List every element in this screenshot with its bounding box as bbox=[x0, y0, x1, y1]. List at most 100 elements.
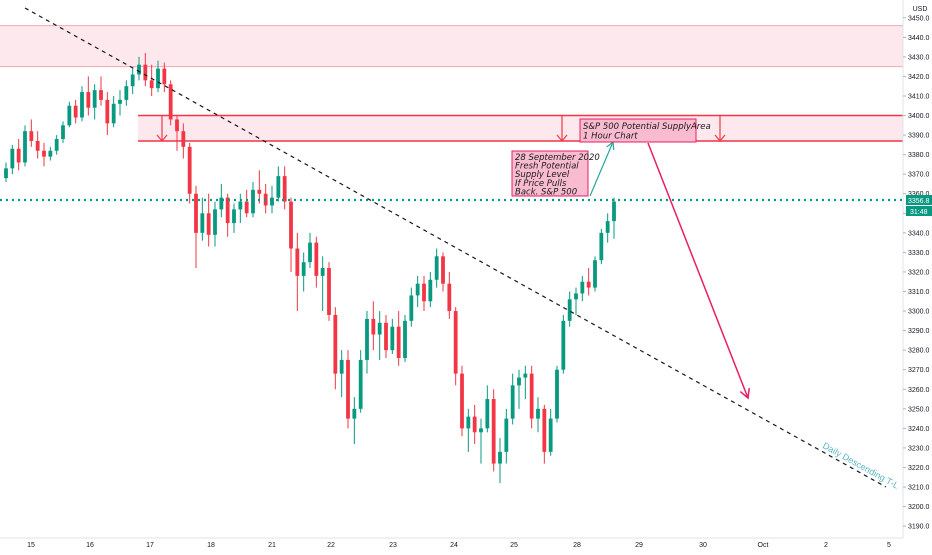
candle-body bbox=[86, 92, 91, 108]
candle-body bbox=[327, 268, 331, 315]
candle-body bbox=[276, 176, 281, 198]
y-tick-label: 3210.0 bbox=[908, 485, 930, 492]
candle-body bbox=[314, 242, 319, 276]
candle-body bbox=[561, 320, 566, 370]
candle-body bbox=[517, 377, 521, 386]
y-tick-label: 3370.0 bbox=[908, 172, 930, 179]
candle-body bbox=[567, 299, 572, 321]
candle-body bbox=[111, 103, 116, 124]
y-tick-label: 3400.0 bbox=[908, 113, 930, 120]
candle-body bbox=[168, 84, 173, 120]
candle-body bbox=[149, 80, 154, 89]
candle-body bbox=[219, 197, 224, 210]
trendline-label: Daily Descending T-L bbox=[821, 440, 900, 490]
candle-body bbox=[593, 260, 597, 288]
y-tick-label: 3280.0 bbox=[908, 348, 930, 355]
candle-body bbox=[384, 322, 388, 351]
candle-body bbox=[555, 369, 559, 419]
candle-body bbox=[371, 318, 376, 335]
projection-arrow-head bbox=[739, 387, 751, 400]
x-tick-label: 18 bbox=[207, 542, 215, 549]
upper-zone bbox=[0, 25, 903, 67]
candle-body bbox=[251, 189, 255, 214]
y-tick-label: 3320.0 bbox=[908, 269, 930, 276]
x-tick-label: 2 bbox=[824, 542, 828, 549]
candle-body bbox=[346, 359, 350, 419]
candle-body bbox=[137, 64, 141, 75]
y-tick-label: 3390.0 bbox=[908, 133, 930, 140]
current-price-label: 3356.8 bbox=[908, 198, 930, 205]
candle-body bbox=[308, 242, 312, 263]
candle-body bbox=[403, 320, 407, 358]
candle-body bbox=[257, 189, 262, 194]
candle-body bbox=[118, 99, 122, 104]
candle-body bbox=[67, 105, 72, 126]
descending-trendline bbox=[24, 7, 887, 488]
candle-body bbox=[92, 90, 97, 108]
candle-body bbox=[213, 209, 217, 235]
candle-body bbox=[29, 131, 34, 141]
candle-body bbox=[105, 99, 110, 124]
x-tick-label: Oct bbox=[758, 542, 769, 549]
candle-body bbox=[61, 125, 65, 139]
supply-zone bbox=[138, 115, 903, 141]
candle-body bbox=[200, 213, 205, 233]
zones-layer bbox=[0, 25, 903, 142]
candle-body bbox=[358, 359, 363, 409]
candle-body bbox=[612, 201, 616, 222]
candle-body bbox=[485, 399, 490, 429]
candle-body bbox=[390, 326, 395, 351]
y-tick-label: 3380.0 bbox=[908, 152, 930, 159]
candle-body bbox=[23, 131, 27, 163]
currency-label: USD bbox=[913, 6, 928, 13]
candle-body bbox=[396, 326, 401, 358]
candle-body bbox=[491, 399, 496, 464]
x-tick-label: 23 bbox=[389, 542, 397, 549]
candle-body bbox=[422, 283, 426, 302]
candle-body bbox=[181, 131, 186, 147]
y-tick-label: 3260.0 bbox=[908, 387, 930, 394]
note-annotation-line-2: Supply Level bbox=[515, 170, 570, 180]
candle-body bbox=[54, 139, 59, 151]
note-annotation-box bbox=[511, 150, 589, 197]
candle-body bbox=[73, 105, 78, 118]
candle-body bbox=[498, 451, 502, 464]
candle-body bbox=[434, 256, 439, 280]
price-axis-bg bbox=[903, 0, 932, 550]
x-tick-label: 16 bbox=[86, 542, 94, 549]
candle-body bbox=[238, 201, 243, 210]
candle-body bbox=[124, 86, 129, 100]
projection-arrow-shaft bbox=[647, 142, 749, 399]
candle-body bbox=[244, 201, 249, 214]
candle-body bbox=[320, 268, 325, 276]
y-tick-label: 3330.0 bbox=[908, 250, 930, 257]
candle-body bbox=[599, 232, 604, 261]
x-tick-label: 5 bbox=[887, 542, 891, 549]
candle-body bbox=[289, 201, 293, 249]
candle-body bbox=[42, 150, 46, 157]
x-tick-label: 17 bbox=[146, 542, 154, 549]
y-tick-label: 3200.0 bbox=[908, 504, 930, 511]
x-tick-label: 30 bbox=[699, 542, 707, 549]
supply-annotation-line-1: 1 Hour Chart bbox=[583, 132, 638, 142]
candle-body bbox=[225, 197, 230, 224]
candle-body bbox=[352, 408, 357, 419]
x-tick-label: 29 bbox=[635, 542, 643, 549]
candle-body bbox=[409, 295, 414, 321]
candle-body bbox=[301, 262, 306, 276]
candle-body bbox=[415, 283, 420, 296]
candle-body bbox=[460, 373, 464, 429]
candle-body bbox=[10, 148, 15, 169]
note-annotation-line-0: 28 September 2020 bbox=[515, 153, 600, 163]
candle-body bbox=[529, 373, 534, 419]
candle-body bbox=[162, 68, 167, 85]
candle-body bbox=[175, 119, 179, 132]
candle-body bbox=[80, 92, 84, 118]
x-tick-label: 15 bbox=[27, 542, 35, 549]
candle-body bbox=[16, 148, 21, 163]
candle-body bbox=[536, 408, 540, 419]
supply-annotation-line-0: S&P 500 Potential SupplyArea bbox=[583, 122, 711, 132]
